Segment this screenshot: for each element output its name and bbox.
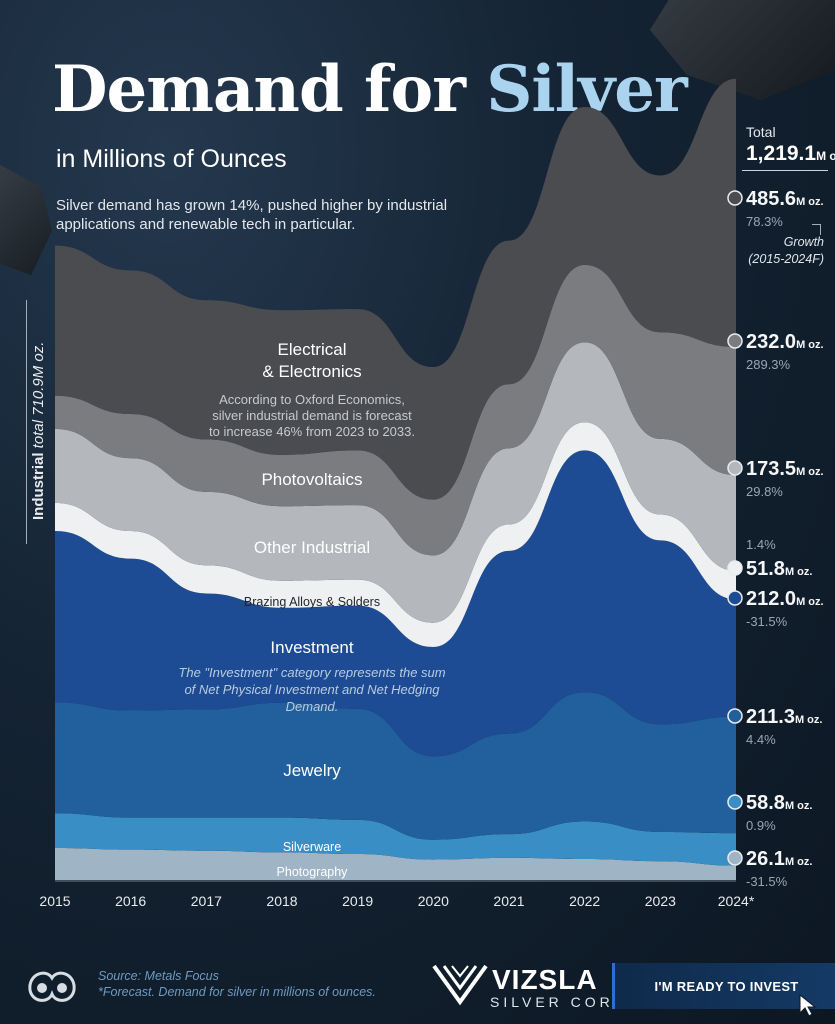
end-value-jewelry: 211.3M oz. bbox=[746, 706, 822, 728]
end-growth-photography: -31.5% bbox=[746, 874, 788, 889]
end-value-investment: 212.0M oz. bbox=[746, 588, 824, 610]
page-description: Silver demand has grown 14%, pushed high… bbox=[56, 197, 448, 233]
end-growth-photovoltaics: 289.3% bbox=[746, 357, 791, 372]
area-jewelry bbox=[55, 692, 736, 840]
inline-label-photography: Photography bbox=[277, 865, 349, 879]
industrial-bracket bbox=[26, 300, 33, 544]
growth-bracket bbox=[812, 224, 821, 235]
x-tick-label: 2021 bbox=[493, 893, 524, 909]
end-growth-jewelry: 4.4% bbox=[746, 732, 776, 747]
x-tick-label: 2017 bbox=[191, 893, 222, 909]
total-underline bbox=[742, 170, 828, 171]
end-value-other_industrial: 173.5M oz. bbox=[746, 458, 824, 480]
brand-subtitle: SILVER CORP bbox=[490, 994, 628, 1010]
annotations: According to Oxford Economics, silver ind… bbox=[178, 392, 445, 714]
end-value-photography: 26.1M oz. bbox=[746, 848, 812, 870]
x-tick-label: 2015 bbox=[39, 893, 70, 909]
end-value-silverware: 58.8M oz. bbox=[746, 792, 812, 814]
cta-label: I'M READY TO INVEST bbox=[654, 978, 799, 994]
vizsla-chevron-logo-icon bbox=[432, 964, 488, 1006]
area-photography bbox=[55, 847, 736, 880]
end-value-labels: 26.1M oz. -31.5% 58.8M oz. 0.9% 211.3M oz. 4.… bbox=[746, 188, 824, 889]
inline-series-labels: Photography Silverware Jewelry Investment Br… bbox=[244, 340, 380, 879]
end-marker-jewelry bbox=[727, 708, 743, 724]
end-value-brazing: 51.8M oz. bbox=[746, 558, 812, 580]
end-marker-electrical bbox=[727, 190, 743, 206]
end-marker-photography bbox=[727, 850, 743, 866]
area-electrical bbox=[55, 78, 736, 500]
total-label: Total bbox=[746, 124, 776, 140]
inline-label-brazing: Brazing Alloys & Solders bbox=[244, 595, 380, 609]
area-photovoltaics bbox=[55, 264, 736, 556]
end-marker-photovoltaics bbox=[727, 333, 743, 349]
visual-capitalist-logo-icon bbox=[28, 971, 76, 1002]
area-layer bbox=[55, 78, 736, 880]
area-brazing bbox=[55, 422, 736, 647]
area-silverware bbox=[55, 813, 736, 866]
inline-label-silverware: Silverware bbox=[283, 840, 341, 854]
x-tick-label: 2022 bbox=[569, 893, 600, 909]
investment-note: The "Investment" category represents the… bbox=[178, 665, 445, 714]
end-growth-investment: -31.5% bbox=[746, 614, 788, 629]
x-tick-label: 2024* bbox=[718, 893, 755, 909]
end-marker-investment bbox=[727, 590, 743, 606]
end-growth-brazing: 1.4% bbox=[746, 537, 776, 552]
end-growth-other_industrial: 29.8% bbox=[746, 484, 783, 499]
inline-label-other_industrial: Other Industrial bbox=[254, 538, 370, 557]
end-markers bbox=[727, 190, 743, 866]
x-tick-label: 2018 bbox=[266, 893, 297, 909]
footer-source: Source: Metals Focus *Forecast. Demand fo… bbox=[98, 969, 376, 999]
inline-label-investment: Investment bbox=[270, 638, 353, 657]
brand-name: VIZSLA bbox=[492, 964, 598, 995]
end-value-electrical: 485.6M oz. bbox=[746, 188, 824, 210]
inline-label-photovoltaics: Photovoltaics bbox=[261, 470, 362, 489]
area-other_industrial bbox=[55, 342, 736, 623]
cursor-arrow-icon bbox=[799, 993, 817, 1017]
x-tick-label: 2023 bbox=[645, 893, 676, 909]
end-marker-silverware bbox=[727, 794, 743, 810]
x-tick-label: 2016 bbox=[115, 893, 146, 909]
invest-cta-button[interactable]: I'M READY TO INVEST bbox=[612, 963, 835, 1017]
x-tick-label: 2019 bbox=[342, 893, 373, 909]
page-subtitle: in Millions of Ounces bbox=[56, 145, 287, 173]
end-value-photovoltaics: 232.0M oz. bbox=[746, 331, 824, 353]
end-marker-brazing bbox=[727, 560, 743, 576]
vizsla-brand[interactable]: VIZSLA SILVER CORP bbox=[432, 962, 623, 1011]
inline-label-jewelry: Jewelry bbox=[283, 761, 341, 780]
electrical-note: According to Oxford Economics, silver ind… bbox=[209, 392, 415, 439]
end-growth-electrical: 78.3% bbox=[746, 214, 783, 229]
end-marker-other_industrial bbox=[727, 460, 743, 476]
inline-label-electrical: Electrical & Electronics bbox=[262, 340, 361, 381]
x-axis-ticks: 2015 2016 2017 2018 2019 2020 2021 2022 2023 2024… bbox=[39, 880, 755, 909]
end-growth-silverware: 0.9% bbox=[746, 818, 776, 833]
growth-label: Growth (2015-2024F) bbox=[748, 235, 824, 266]
total-value: 1,219.1M oz. bbox=[746, 142, 835, 165]
area-investment bbox=[55, 450, 736, 757]
x-tick-label: 2020 bbox=[418, 893, 449, 909]
